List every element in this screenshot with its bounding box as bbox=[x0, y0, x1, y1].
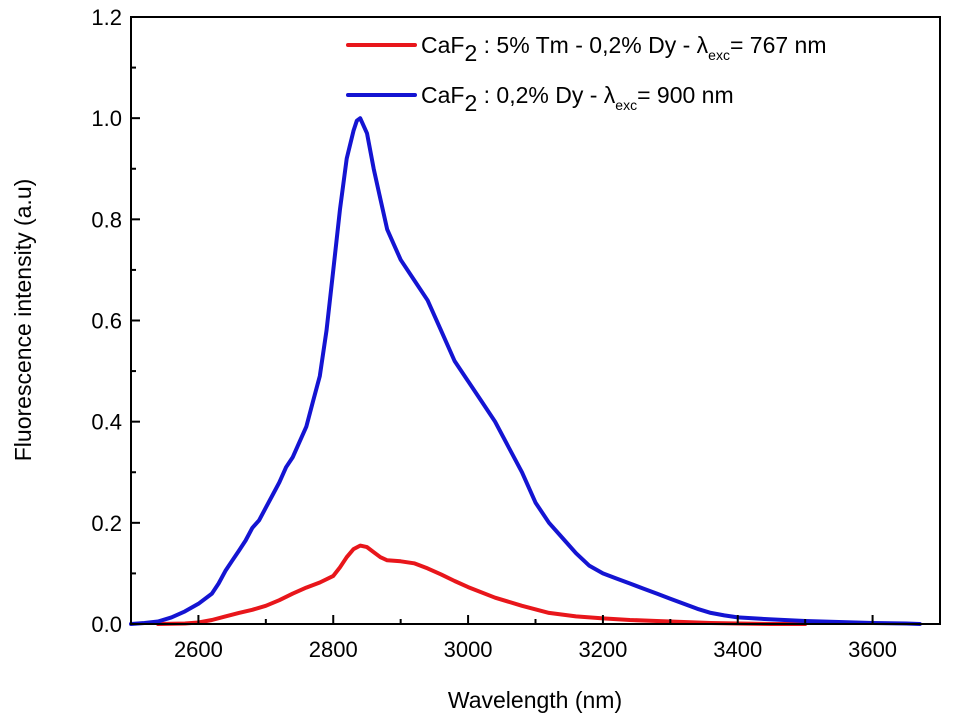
y-tick-label: 0.2 bbox=[91, 511, 122, 536]
y-tick-label: 0.0 bbox=[91, 612, 122, 637]
legend-label-1: CaF2 : 5% Tm - 0,2% Dy - λexc= 767 nm bbox=[421, 32, 827, 66]
x-tick-label: 3000 bbox=[444, 637, 493, 662]
y-tick-label: 1.2 bbox=[91, 5, 122, 30]
legend-label-2: CaF2 : 0,2% Dy - λexc= 900 nm bbox=[421, 82, 734, 116]
series-line-2 bbox=[129, 116, 922, 626]
legend: CaF2 : 5% Tm - 0,2% Dy - λexc= 767 nm CaF… bbox=[346, 32, 827, 116]
x-tick-label: 2800 bbox=[309, 637, 358, 662]
y-tick-label: 1.0 bbox=[91, 106, 122, 131]
ticks-layer: 2600 2800 3000 3200 3400 3600 0.0 0.2 0.4 0.6 0.8 1… bbox=[91, 5, 897, 662]
x-axis-label: Wavelength (nm) bbox=[448, 687, 622, 713]
x-tick-label: 3200 bbox=[578, 637, 627, 662]
x-tick-label: 3600 bbox=[848, 637, 897, 662]
y-tick-label: 0.6 bbox=[91, 309, 122, 334]
x-tick-label: 2600 bbox=[174, 637, 223, 662]
series-line-1 bbox=[156, 543, 808, 626]
x-tick-label: 3400 bbox=[713, 637, 762, 662]
y-tick-label: 0.4 bbox=[91, 410, 122, 435]
plot-frame bbox=[130, 16, 941, 625]
y-axis-label: Fluorescence intensity (a.u) bbox=[10, 179, 36, 462]
y-tick-label: 0.8 bbox=[91, 207, 122, 232]
series-layer bbox=[129, 116, 922, 626]
